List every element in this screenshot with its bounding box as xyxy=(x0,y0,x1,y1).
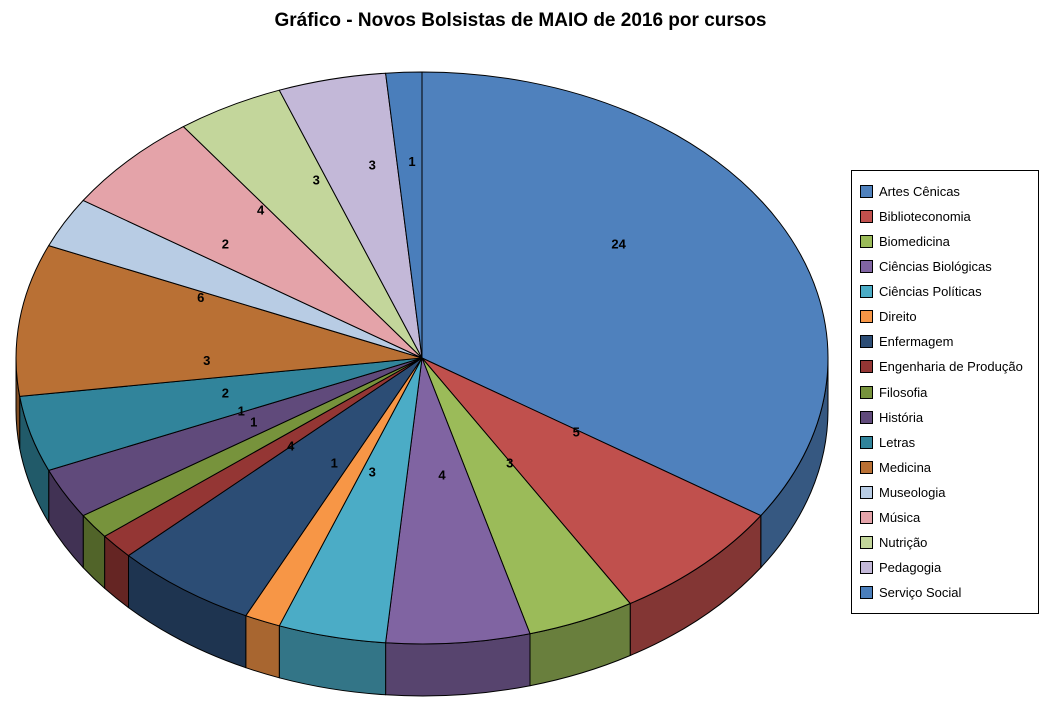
legend-item-historia: História xyxy=(860,405,1034,430)
legend-label-musica: Música xyxy=(879,509,921,525)
pie-slice-side-direito xyxy=(245,615,280,679)
legend-swatch-artes-cenicas xyxy=(860,185,873,198)
legend-swatch-biblioteconomia xyxy=(860,210,873,224)
legend-label-biblioteconomia: Biblioteconomia xyxy=(879,209,971,225)
legend-label-filosofia: Filosofia xyxy=(879,384,928,400)
data-label-direito: 1 xyxy=(331,456,338,471)
legend-swatch-ciencias-biologicas xyxy=(860,260,873,274)
data-label-ciencias-politicas: 3 xyxy=(369,464,376,479)
legend-label-engenharia-de-producao: Engenharia de Produção xyxy=(879,359,1023,375)
data-label-biomedicina: 3 xyxy=(506,456,513,471)
legend-swatch-engenharia-de-producao xyxy=(860,360,873,374)
legend-swatch-pedagogia xyxy=(860,560,873,574)
legend-item-biblioteconomia: Biblioteconomia xyxy=(860,204,1034,229)
legend-label-enfermagem: Enfermagem xyxy=(879,334,954,350)
legend-item-pedagogia: Pedagogia xyxy=(860,555,1034,580)
legend-item-biomedicina: Biomedicina xyxy=(860,229,1034,254)
legend-label-artes-cenicas: Artes Cênicas xyxy=(879,184,960,199)
pie-slice-servico-social xyxy=(385,71,423,359)
data-label-engenharia-de-producao: 1 xyxy=(250,415,257,430)
legend-label-biomedicina: Biomedicina xyxy=(879,234,950,250)
legend-item-enfermagem: Enfermagem xyxy=(860,329,1034,354)
legend-label-servico-social: Serviço Social xyxy=(879,585,962,600)
pie-slice-medicina xyxy=(15,245,423,397)
pie-slice-musica xyxy=(82,126,423,359)
legend-swatch-musica xyxy=(860,510,873,524)
data-label-filosofia: 1 xyxy=(238,404,245,419)
legend-label-museologia: Museologia xyxy=(879,484,946,500)
legend-label-ciencias-biologicas: Ciências Biológicas xyxy=(879,259,992,275)
chart-title: Gráfico - Novos Bolsistas de MAIO de 201… xyxy=(274,10,767,31)
data-label-servico-social: 1 xyxy=(408,154,415,169)
legend-swatch-ciencias-politicas xyxy=(860,285,873,299)
legend-item-ciencias-biologicas: Ciências Biológicas xyxy=(860,254,1034,279)
pie-slice-enfermagem xyxy=(128,357,423,617)
legend-label-medicina: Medicina xyxy=(879,459,932,475)
legend-item-medicina: Medicina xyxy=(860,455,1034,480)
data-label-historia: 2 xyxy=(222,386,229,401)
data-label-ciencias-biologicas: 4 xyxy=(438,468,446,483)
legend-item-artes-cenicas: Artes Cênicas xyxy=(860,179,1034,204)
legend-item-nutricao: Nutrição xyxy=(860,530,1034,555)
legend-swatch-servico-social xyxy=(860,586,873,599)
data-label-artes-cenicas: 24 xyxy=(611,237,626,252)
legend-swatch-biomedicina xyxy=(860,235,873,249)
pie-slice-biblioteconomia xyxy=(421,357,762,604)
data-label-museologia: 2 xyxy=(222,237,229,252)
legend-item-ciencias-politicas: Ciências Políticas xyxy=(860,279,1034,304)
legend-item-direito: Direito xyxy=(860,304,1034,329)
legend-label-ciencias-politicas: Ciências Políticas xyxy=(879,284,982,300)
legend-swatch-filosofia xyxy=(860,385,873,399)
legend-label-pedagogia: Pedagogia xyxy=(879,559,942,575)
legend-swatch-historia xyxy=(860,410,873,424)
legend-item-engenharia-de-producao: Engenharia de Produção xyxy=(860,354,1034,379)
legend-label-letras: Letras xyxy=(879,434,916,450)
legend-item-musica: Música xyxy=(860,505,1034,530)
legend-swatch-medicina xyxy=(860,460,873,474)
data-label-nutricao: 3 xyxy=(313,173,320,188)
legend-label-nutricao: Nutrição xyxy=(879,534,928,550)
legend-item-servico-social: Serviço Social xyxy=(860,580,1034,605)
legend-swatch-letras xyxy=(860,435,873,449)
data-label-pedagogia: 3 xyxy=(369,158,376,173)
data-label-biblioteconomia: 5 xyxy=(573,425,580,440)
legend-item-letras: Letras xyxy=(860,430,1034,455)
legend: Artes Cênicas Biblioteconomia Biomedicina C… xyxy=(851,170,1039,614)
data-label-enfermagem: 4 xyxy=(287,438,295,453)
data-label-medicina: 6 xyxy=(197,290,204,305)
data-label-letras: 3 xyxy=(203,353,210,368)
legend-swatch-museologia xyxy=(860,485,873,499)
legend-swatch-direito xyxy=(860,310,873,324)
pie-slice-ciencias-biologicas xyxy=(385,357,531,645)
legend-label-direito: Direito xyxy=(879,309,917,325)
legend-item-museologia: Museologia xyxy=(860,480,1034,505)
legend-swatch-enfermagem xyxy=(860,335,873,349)
data-label-musica: 4 xyxy=(257,202,265,217)
legend-swatch-nutricao xyxy=(860,535,873,549)
legend-item-filosofia: Filosofia xyxy=(860,380,1034,405)
legend-label-historia: História xyxy=(879,409,924,425)
